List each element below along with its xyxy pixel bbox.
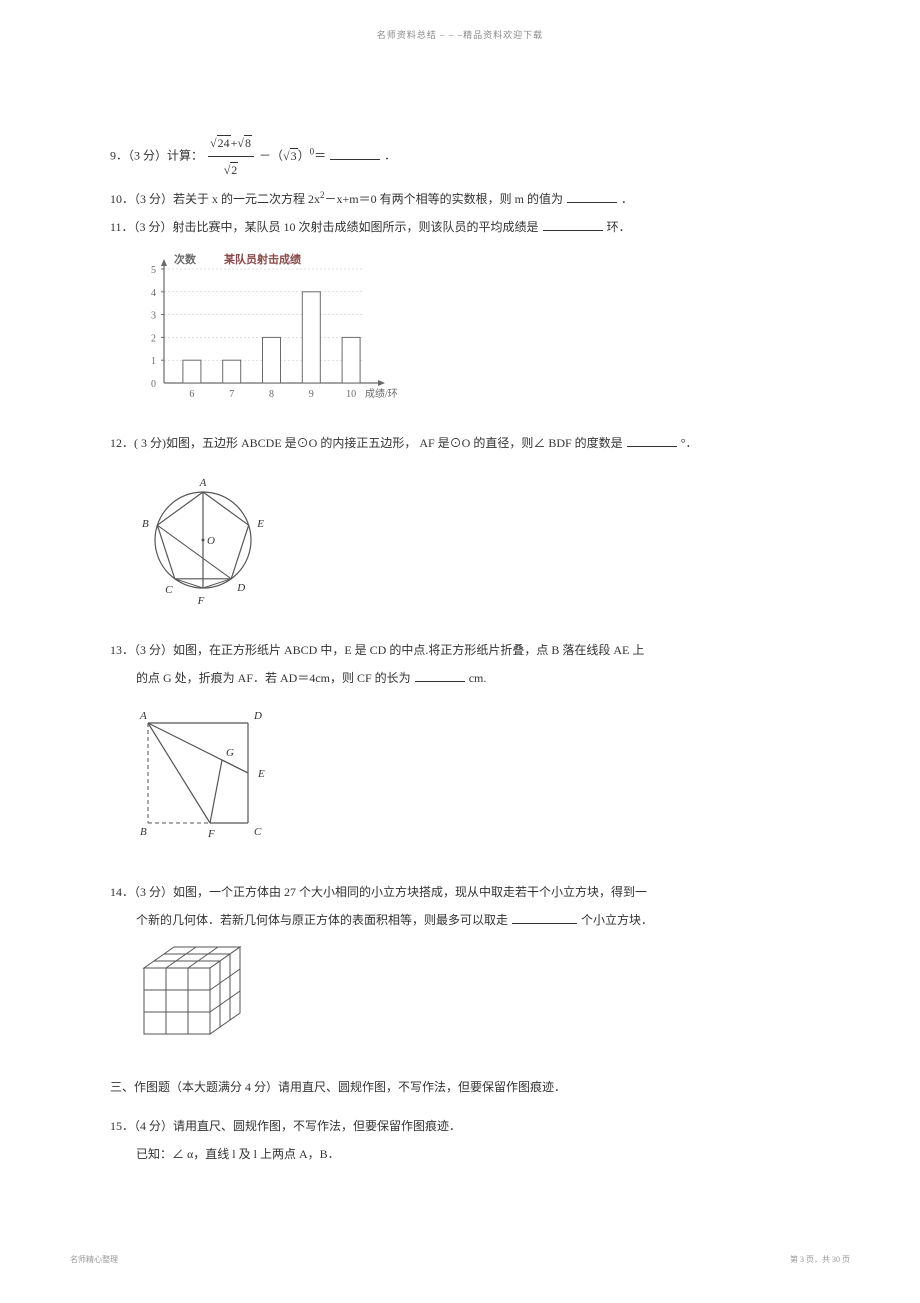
q9-sqrt24: 24 [217,135,231,150]
svg-text:9: 9 [309,389,314,400]
q9-eq: ＝ [314,149,326,163]
svg-text:A: A [199,477,207,489]
pentagon-svg: A E D C B F O [128,468,278,618]
question-9: 9．（3 分）计算： 24+8 2 －（3）0＝． [110,130,810,184]
svg-text:8: 8 [269,389,274,400]
q14-line2: 个新的几何体．若新几何体与原正方体的表面积相等，则最多可以取走 [136,913,508,927]
cube-figure [132,944,810,1059]
svg-text:3: 3 [151,310,156,321]
q9-close: ） [298,149,310,163]
question-10: 10．（3 分）若关于 x 的一元二次方程 2x2－x+m＝0 有两个相等的实数… [110,186,810,212]
q11-blank [543,217,603,231]
q13-line2: 的点 G 处，折痕为 AF．若 AD＝4cm，则 CF 的长为 [136,671,411,685]
bar-chart-svg: 0 1 2 3 4 5 6 7 8 9 10 次数 某队员射击成绩成绩/环 [128,251,408,411]
svg-text:2: 2 [151,333,156,344]
svg-text:F: F [207,828,215,840]
svg-text:6: 6 [189,389,194,400]
svg-text:1: 1 [151,356,156,367]
q9-sqrt3: 3 [290,148,298,163]
pentagon-figure: A E D C B F O [128,468,810,623]
svg-text:B: B [140,826,147,838]
svg-text:C: C [165,584,173,596]
q15-line1: 15．（4 分）请用直尺、圆规作图，不写作法，但要保留作图痕迹． [110,1119,461,1133]
section-3-title: 三、作图题（本大题满分 4 分）请用直尺、圆规作图，不写作法，但要保留作图痕迹． [110,1075,810,1099]
svg-text:成绩/环: 成绩/环 [365,387,398,400]
q14-blank [512,910,577,924]
q13-unit: cm. [469,671,487,685]
section-text: 三、作图题（本大题满分 4 分）请用直尺、圆规作图，不写作法，但要保留作图痕迹． [110,1080,566,1094]
svg-text:4: 4 [151,287,156,298]
svg-text:G: G [226,747,234,759]
svg-text:B: B [142,518,149,530]
svg-text:D: D [236,582,245,594]
q15-line2: 已知：∠ α，直线 l 及 l 上两点 A，B． [136,1147,340,1161]
q9-sqrt2: 2 [230,162,238,177]
q12-blank [627,433,677,447]
page-header: 名师资料总结 – – –精品资料欢迎下载 [0,28,920,41]
q12-text: 12．( 3 分)如图，五边形 ABCDE 是⊙O 的内接正五边形， AF 是⊙… [110,436,623,450]
question-12: 12．( 3 分)如图，五边形 ABCDE 是⊙O 的内接正五边形， AF 是⊙… [110,430,810,456]
q9-blank [330,146,380,160]
q11-unit: 环． [607,220,631,234]
q10-text1: 10．（3 分）若关于 x 的一元二次方程 2x [110,192,320,206]
svg-text:7: 7 [229,389,234,400]
q10-suffix: ． [621,192,633,206]
q9-fraction: 24+8 2 [208,130,254,184]
fold-svg: A B C D E F G [128,708,278,858]
question-11: 11．（3 分）射击比赛中，某队员 10 次射击成绩如图所示，则该队员的平均成绩… [110,214,810,240]
q10-blank [567,189,617,203]
q14-unit: 个小立方块． [581,913,653,927]
q9-suffix: ． [384,149,396,163]
svg-text:0: 0 [151,379,156,390]
question-15: 15．（4 分）请用直尺、圆规作图，不写作法，但要保留作图痕迹． 已知：∠ α，… [110,1113,810,1168]
footer-right: 第 3 页，共 30 页 [790,1254,850,1265]
svg-text:C: C [254,826,262,838]
svg-text:5: 5 [151,265,156,276]
q13-line1: 13．（3 分）如图，在正方形纸片 ABCD 中，E 是 CD 的中点.将正方形… [110,643,644,657]
content-area: 9．（3 分）计算： 24+8 2 －（3）0＝． 10．（3 分）若关于 x … [110,130,810,1177]
question-13: 13．（3 分）如图，在正方形纸片 ABCD 中，E 是 CD 的中点.将正方形… [110,637,810,692]
cube-svg [132,944,252,1054]
q9-mid: －（ [259,149,283,163]
svg-text:E: E [256,518,264,530]
svg-text:10: 10 [346,389,356,400]
q13-blank [415,668,465,682]
q11-text: 11．（3 分）射击比赛中，某队员 10 次射击成绩如图所示，则该队员的平均成绩… [110,220,539,234]
svg-text:D: D [253,710,262,722]
q14-line1: 14．（3 分）如图，一个正方体由 27 个大小相同的小立方块搭成，现从中取走若… [110,885,647,899]
bar-chart: 0 1 2 3 4 5 6 7 8 9 10 次数 某队员射击成绩成绩/环 [128,251,810,416]
svg-text:次数: 次数 [174,252,197,266]
question-14: 14．（3 分）如图，一个正方体由 27 个大小相同的小立方块搭成，现从中取走若… [110,879,810,934]
svg-text:O: O [207,535,215,547]
footer-left: 名师精心整理 [70,1254,118,1265]
q9-sqrt8: 8 [244,135,252,150]
svg-text:A: A [139,710,147,722]
q12-unit: °． [681,436,698,450]
q9-prefix: 9．（3 分）计算： [110,149,203,163]
svg-text:E: E [257,768,265,780]
q10-text2: －x+m＝0 有两个相等的实数根，则 m 的值为 [325,192,563,206]
fold-figure: A B C D E F G [128,708,810,863]
svg-text:某队员射击成绩: 某队员射击成绩 [223,252,301,266]
svg-text:F: F [197,595,205,607]
